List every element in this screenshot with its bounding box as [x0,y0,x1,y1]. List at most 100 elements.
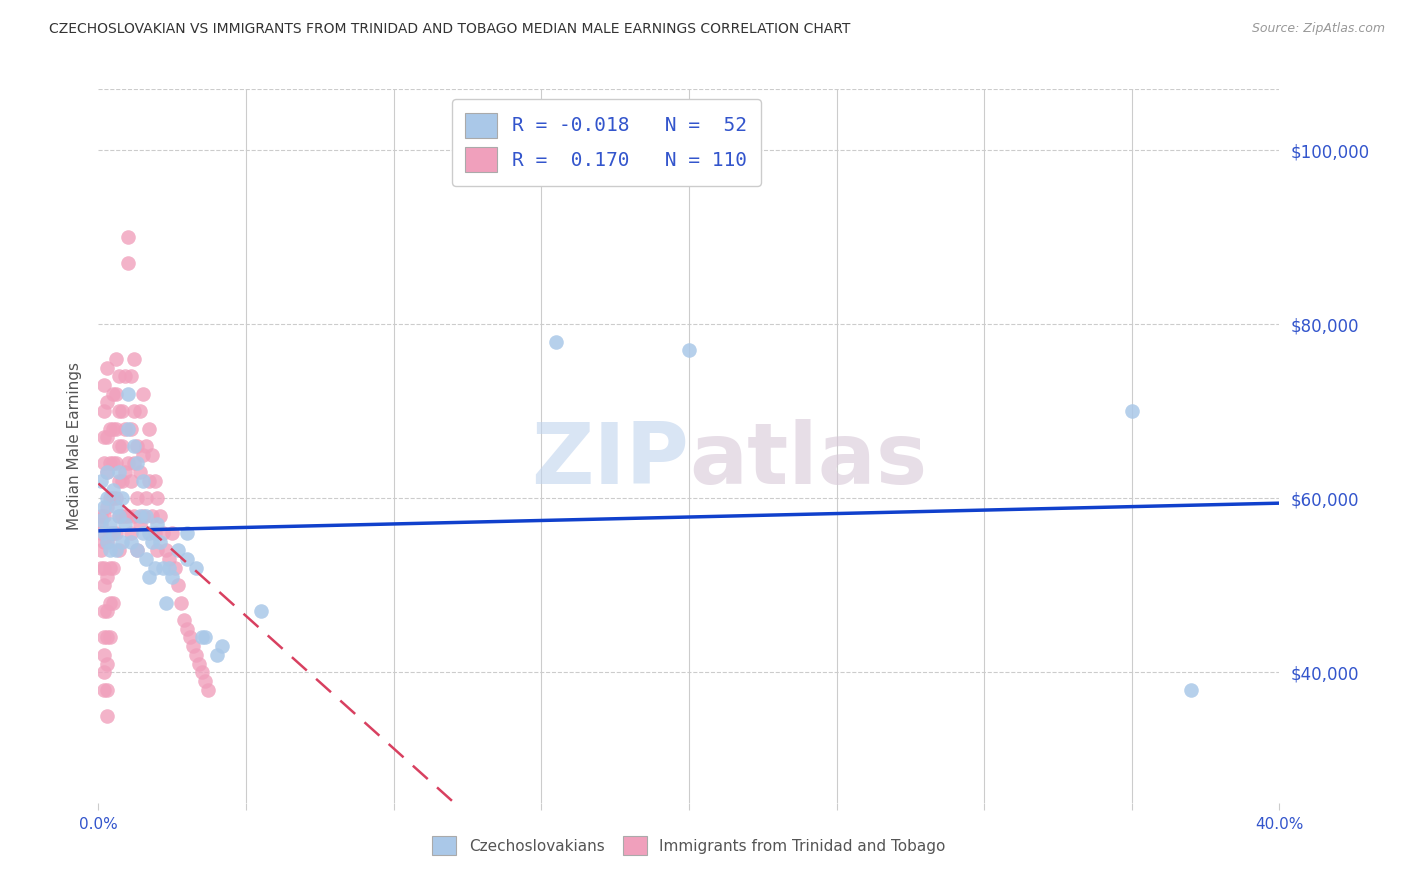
Point [128,404,150,418]
Point [98,457,121,471]
Point [184,648,207,662]
Point [546,334,568,349]
Point [146,517,169,532]
Point [143,526,166,541]
Point [90,517,112,532]
Point [98,491,121,506]
Point [90,508,112,523]
Point [141,508,163,523]
Point [96,631,118,645]
Point [138,569,160,583]
Point [103,386,125,401]
Point [103,421,125,435]
Point [105,351,128,366]
Point [122,404,145,418]
Point [93,430,115,444]
Point [103,596,125,610]
Point [98,596,121,610]
Point [108,439,131,453]
Point [90,561,112,575]
Point [108,474,131,488]
Point [128,508,150,523]
Point [120,369,142,384]
Text: atlas: atlas [689,418,927,502]
Point [90,513,112,527]
Point [1180,682,1202,697]
Point [117,230,139,244]
Point [146,543,169,558]
Point [117,508,139,523]
Point [155,596,177,610]
Point [111,474,134,488]
Point [96,657,118,671]
Point [96,604,118,618]
Point [98,526,121,541]
Point [143,561,166,575]
Y-axis label: Median Male Earnings: Median Male Earnings [67,362,83,530]
Point [93,604,115,618]
Point [149,534,172,549]
Legend: Czechoslovakians, Immigrants from Trinidad and Tobago: Czechoslovakians, Immigrants from Trinid… [425,828,953,863]
Text: Source: ZipAtlas.com: Source: ZipAtlas.com [1251,22,1385,36]
Point [167,543,190,558]
Point [125,543,148,558]
Point [181,639,204,653]
Point [152,561,174,575]
Text: ZIP: ZIP [531,418,689,502]
Point [96,682,118,697]
Point [152,526,174,541]
Point [678,343,700,358]
Point [1121,404,1143,418]
Point [162,569,183,583]
Point [117,421,139,435]
Point [114,508,136,523]
Point [103,457,125,471]
Point [114,369,136,384]
Point [191,631,214,645]
Point [108,508,131,523]
Point [96,360,118,375]
Text: CZECHOSLOVAKIAN VS IMMIGRANTS FROM TRINIDAD AND TOBAGO MEDIAN MALE EARNINGS CORR: CZECHOSLOVAKIAN VS IMMIGRANTS FROM TRINI… [49,22,851,37]
Point [191,665,214,680]
Point [96,500,118,514]
Point [98,421,121,435]
Point [114,517,136,532]
Point [96,534,118,549]
Point [141,448,163,462]
Point [141,534,163,549]
Point [170,596,193,610]
Point [125,439,148,453]
Point [111,508,134,523]
Point [105,386,128,401]
Point [120,474,142,488]
Point [125,457,148,471]
Point [132,526,155,541]
Point [205,648,228,662]
Point [93,526,115,541]
Point [93,534,115,549]
Point [157,552,180,566]
Point [194,631,217,645]
Point [125,491,148,506]
Point [93,648,115,662]
Point [96,430,118,444]
Point [122,351,145,366]
Point [176,526,198,541]
Point [103,491,125,506]
Point [90,526,112,541]
Point [111,534,134,549]
Point [93,500,115,514]
Point [93,578,115,592]
Point [155,543,177,558]
Point [117,256,139,270]
Point [132,508,155,523]
Point [105,543,128,558]
Point [132,448,155,462]
Point [114,421,136,435]
Point [187,657,209,671]
Point [96,395,118,409]
Point [105,457,128,471]
Point [117,457,139,471]
Point [211,639,233,653]
Point [90,543,112,558]
